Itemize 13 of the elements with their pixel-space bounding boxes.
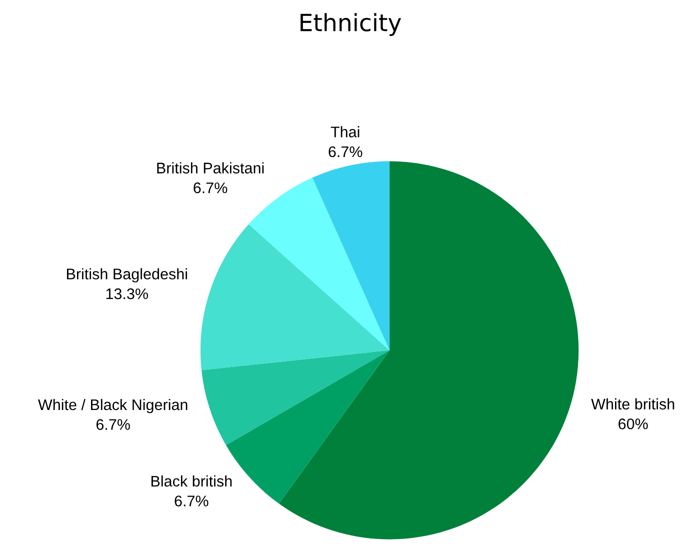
data-label: 60% [618,418,648,430]
slice-label: Thai [330,126,360,138]
slice-label: White / Black Nigerian [38,398,188,414]
data-label: 6.7% [328,146,362,158]
data-label: 6.7% [96,419,130,430]
slice-label: Black british [152,475,232,487]
data-label: 13.3% [106,288,148,300]
slice-label: White british [591,398,674,410]
chart-title: Ethnicity [300,13,402,36]
slice-label: British Bagledeshi [67,268,188,282]
data-label: 6.7% [194,182,228,194]
slice-label: British Pakistani [157,162,264,174]
data-label: 6.7% [174,496,208,506]
